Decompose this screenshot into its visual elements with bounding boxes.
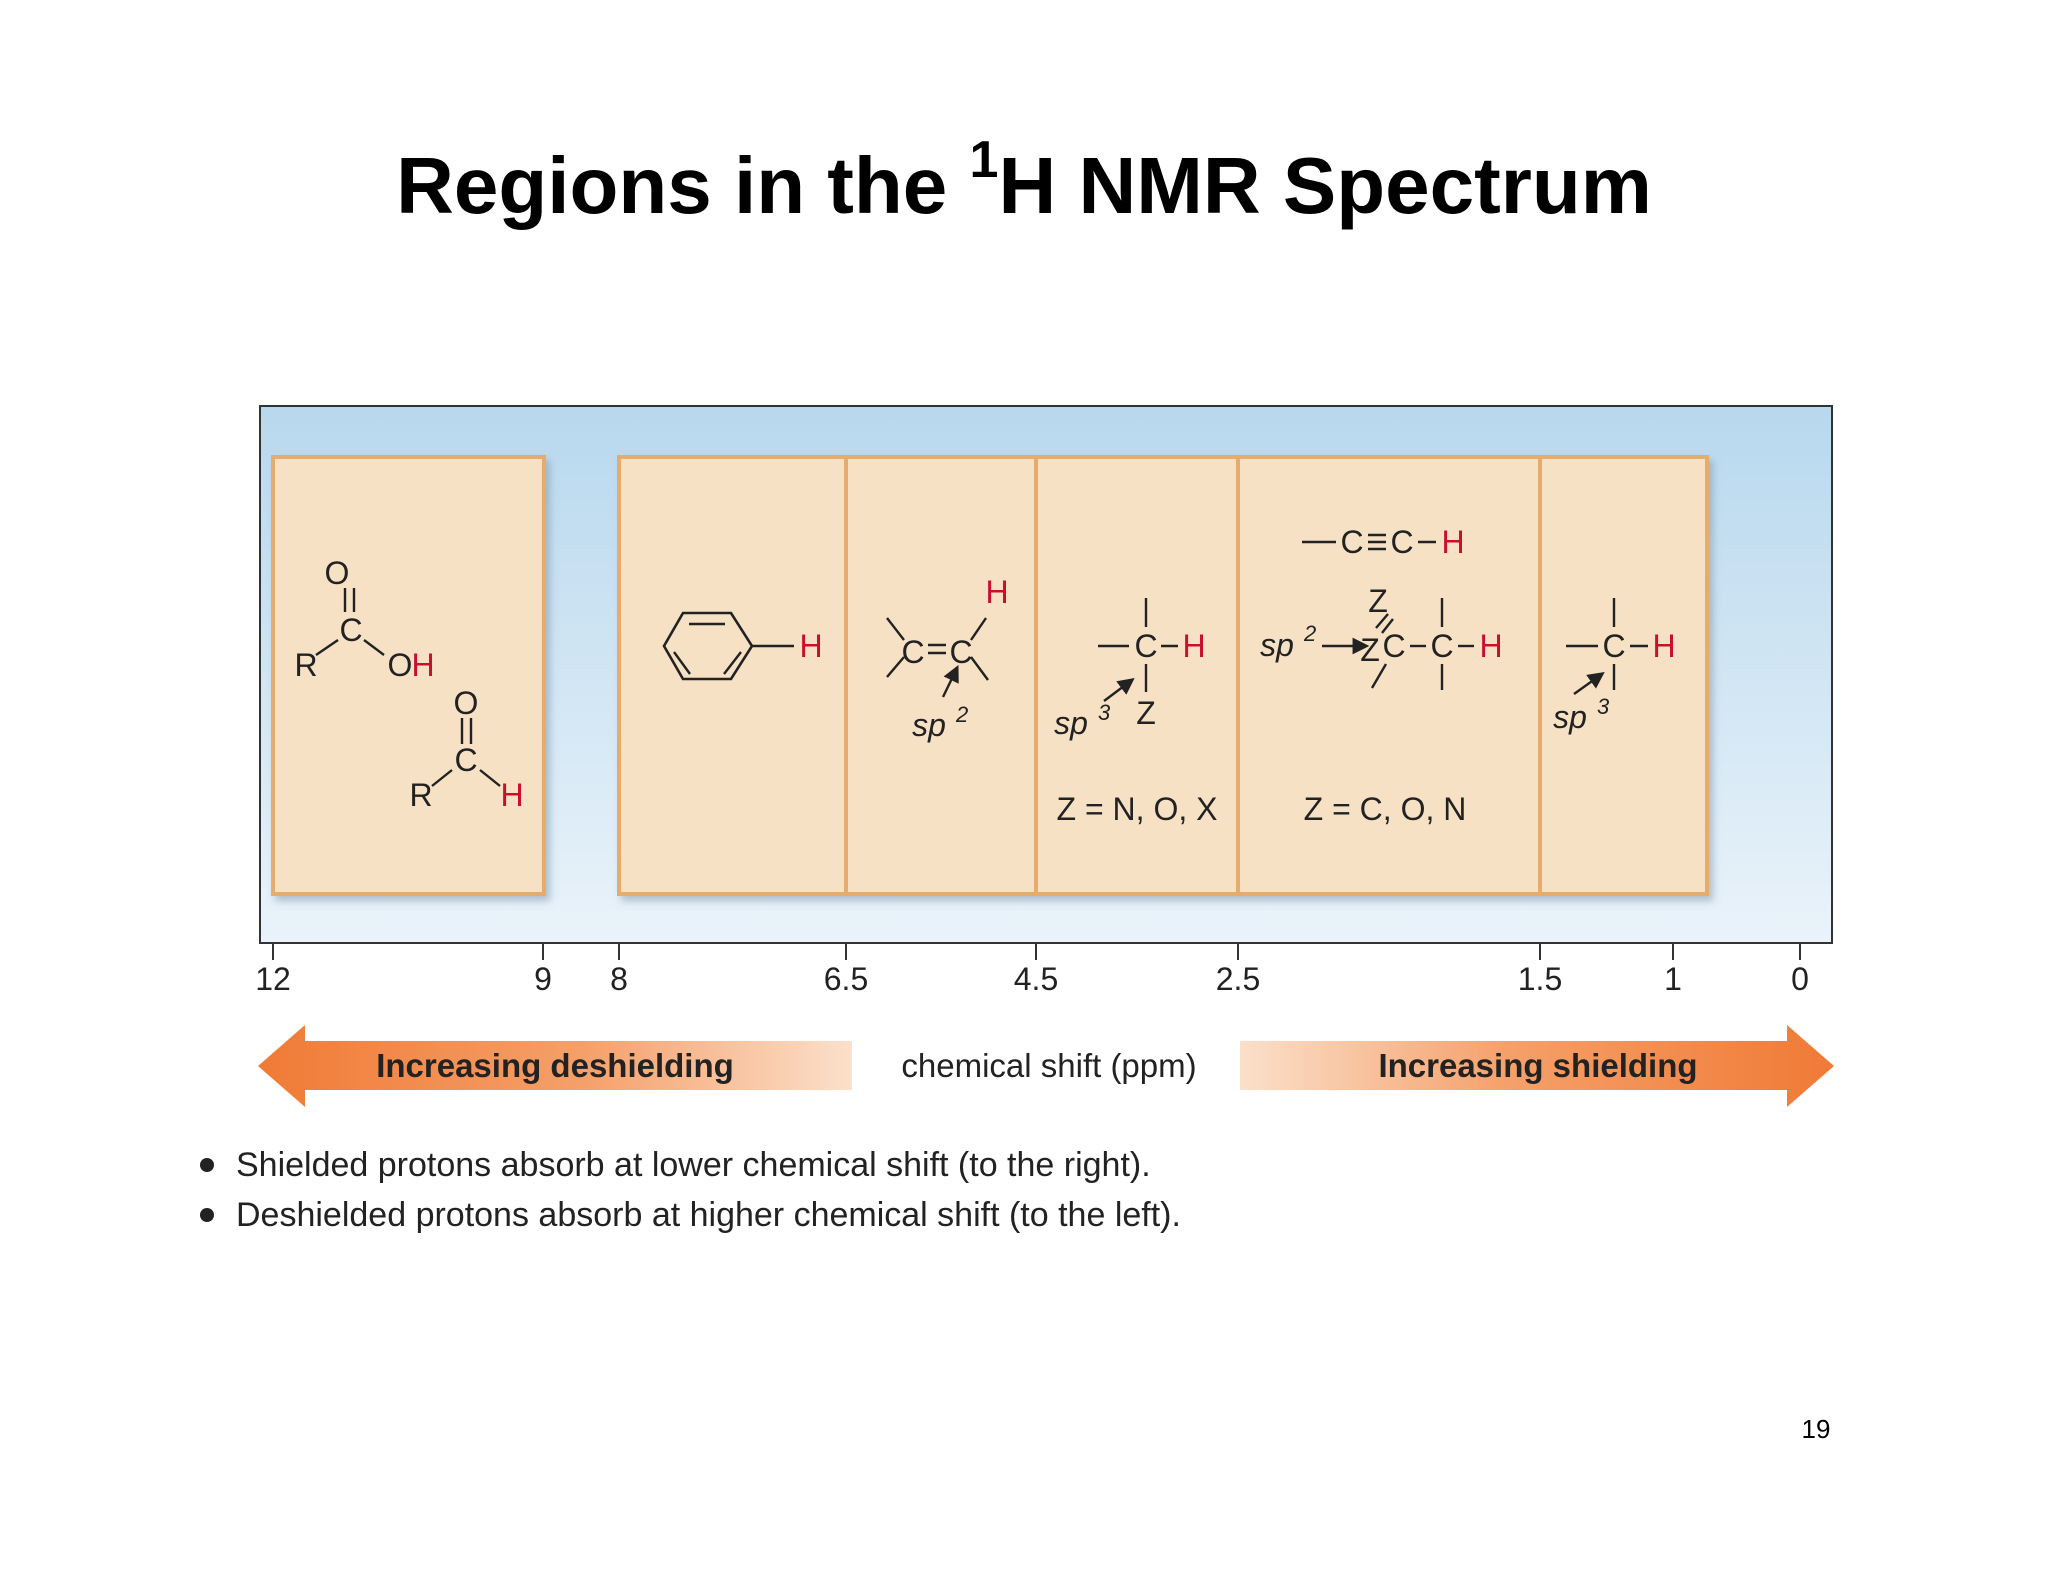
axis-tick-label: 2.5 <box>1216 961 1260 997</box>
axis-tick-label: 9 <box>534 961 552 997</box>
structures: O C R O H O C R H H <box>294 524 1675 813</box>
svg-text:Z: Z <box>1360 632 1380 668</box>
svg-text:sp: sp <box>912 707 946 743</box>
benzene-structure: H <box>662 611 823 681</box>
svg-text:H: H <box>799 628 822 664</box>
svg-text:H: H <box>411 647 434 683</box>
axis-tick-label: 0 <box>1791 961 1809 997</box>
svg-text:R: R <box>294 647 317 683</box>
svg-text:O: O <box>454 685 479 721</box>
svg-text:2: 2 <box>955 702 968 727</box>
bullet-item-deshielded: Deshielded protons absorb at higher chem… <box>196 1190 1181 1240</box>
bullet-list: Shielded protons absorb at lower chemica… <box>196 1140 1181 1240</box>
region-box-6.5-4.5 <box>844 455 1038 896</box>
svg-text:3: 3 <box>1098 700 1111 725</box>
svg-text:H: H <box>1441 524 1464 560</box>
bullet-dot-icon <box>200 1158 214 1172</box>
title-pre: Regions in the <box>396 141 970 230</box>
svg-text:C: C <box>1390 524 1413 560</box>
shielding-label: Increasing shielding <box>1378 1047 1697 1084</box>
svg-text:H: H <box>500 777 523 813</box>
svg-text:C: C <box>1382 628 1405 664</box>
svg-text:R: R <box>409 777 432 813</box>
axis-ticks <box>272 943 1801 960</box>
axis-tick-label: 4.5 <box>1014 961 1058 997</box>
slide-title: Regions in the 1H NMR Spectrum <box>0 131 2048 236</box>
svg-text:3: 3 <box>1597 694 1610 719</box>
svg-text:Z: Z <box>1136 695 1156 731</box>
svg-text:sp: sp <box>1553 699 1587 735</box>
svg-text:sp: sp <box>1260 627 1294 663</box>
z-note-box4: Z = N, O, X <box>1057 791 1218 827</box>
svg-text:sp: sp <box>1054 705 1088 741</box>
svg-text:Z: Z <box>1368 583 1388 619</box>
svg-text:H: H <box>1652 628 1675 664</box>
svg-text:2: 2 <box>1303 621 1316 646</box>
region-box-12-9 <box>271 455 546 896</box>
region-box-4.5-2.5 <box>1034 455 1240 896</box>
svg-text:C: C <box>339 612 362 648</box>
page-number: 19 <box>1801 1414 1831 1444</box>
svg-text:O: O <box>325 555 350 591</box>
axis-tick-label: 12 <box>255 961 291 997</box>
bullet-item-shielded: Shielded protons absorb at lower chemica… <box>196 1140 1181 1190</box>
svg-text:C: C <box>901 634 924 670</box>
bullet-dot-icon <box>200 1208 214 1222</box>
deshielding-arrow <box>258 1025 852 1107</box>
deshielding-label: Increasing deshielding <box>376 1047 734 1084</box>
axis-tick-labels: 12 9 8 6.5 4.5 2.5 1.5 1 0 <box>255 961 1809 997</box>
aldehyde-structure: O C R H <box>409 685 523 813</box>
region-boxes <box>271 455 1709 896</box>
svg-text:H: H <box>1479 628 1502 664</box>
shielding-arrow <box>1240 1025 1834 1107</box>
svg-text:C: C <box>1340 524 1363 560</box>
title-superscript: 1 <box>969 131 999 189</box>
svg-text:C: C <box>1602 628 1625 664</box>
region-box-1.5-1 <box>1538 455 1709 896</box>
alkyne-structure: C C H <box>1302 524 1465 560</box>
z-note-box5: Z = C, O, N <box>1304 791 1467 827</box>
sp3-c-h-structure: C H sp 3 <box>1553 598 1676 735</box>
svg-text:C: C <box>949 634 972 670</box>
svg-text:C: C <box>1134 628 1157 664</box>
allylic-structure: sp sp 2 Z C . Z C H <box>1260 583 1503 690</box>
sp3-c-z-structure: C H Z sp 3 <box>1054 598 1206 741</box>
svg-text:H: H <box>1182 628 1205 664</box>
svg-text:H: H <box>985 574 1008 610</box>
title-post: H NMR Spectrum <box>998 141 1652 230</box>
svg-text:C: C <box>454 742 477 778</box>
axis-tick-label: 1.5 <box>1518 961 1562 997</box>
axis-tick-label: 6.5 <box>824 961 868 997</box>
svg-text:C: C <box>1430 628 1453 664</box>
axis-tick-label: 8 <box>610 961 628 997</box>
axis-tick-label: 1 <box>1664 961 1682 997</box>
svg-text:O: O <box>388 647 413 683</box>
region-box-2.5-1.5 <box>1236 455 1542 896</box>
bullet-text: Deshielded protons absorb at higher chem… <box>236 1196 1181 1234</box>
bullet-text: Shielded protons absorb at lower chemica… <box>236 1146 1151 1184</box>
alkene-structure: C C H sp 2 <box>886 574 1009 743</box>
carboxylic-acid-structure: O C R O H <box>294 555 434 683</box>
axis-label: chemical shift (ppm) <box>901 1047 1196 1084</box>
